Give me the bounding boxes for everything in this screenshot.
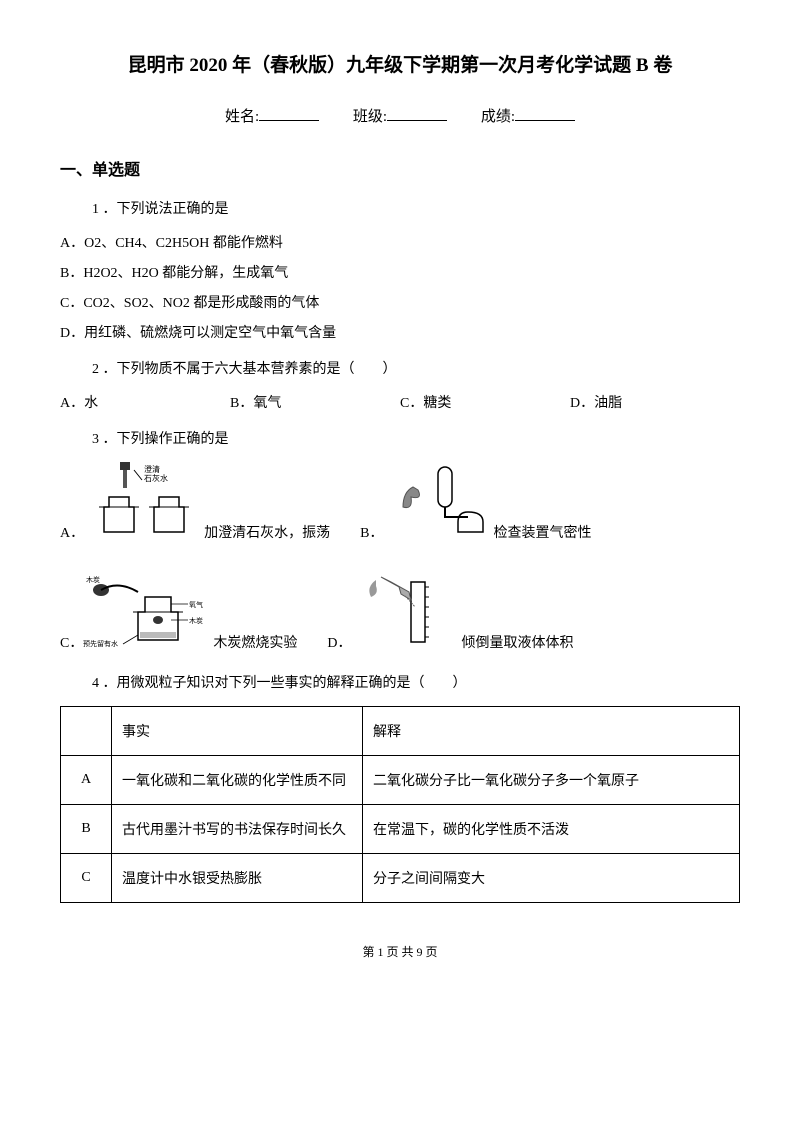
table-row: C 温度计中水银受热膨胀 分子之间间隔变大 [61, 854, 740, 903]
q4-header-blank [61, 707, 112, 756]
q3-c-label: C． [60, 632, 83, 652]
q3-a-label: A． [60, 522, 84, 542]
meta-line: 姓名: 班级: 成绩: [60, 105, 740, 126]
q2-option-b: B．氧气 [230, 392, 400, 412]
q3-option-b: B． 检查装置气密性 [360, 462, 591, 542]
svg-text:预先留有水: 预先留有水 [83, 639, 118, 647]
svg-text:氧气: 氧气 [189, 600, 203, 609]
q3-a-anno1: 澄清 [144, 464, 160, 474]
q4-row-a-label: A [61, 756, 112, 805]
q3-b-label: B． [360, 522, 383, 542]
q3-c-figure: 木炭 氧气 木炭 预先留有水 [83, 562, 213, 652]
q3-option-a: A． 澄清 石灰水 加澄清石灰水，振荡 [60, 462, 330, 542]
q4-stem: 4 ．用微观粒子知识对下列一些事实的解释正确的是（ ） [92, 672, 740, 692]
footer-mid: 页 共 [383, 945, 416, 959]
q1-option-b: B．H2O2、H2O 都能分解，生成氧气 [60, 262, 740, 282]
class-blank[interactable] [387, 106, 447, 121]
q4-row-c-label: C [61, 854, 112, 903]
q4-row-b-explain: 在常温下，碳的化学性质不活泼 [363, 805, 740, 854]
q4-row-c-fact: 温度计中水银受热膨胀 [112, 854, 363, 903]
q1-option-a: A．O2、CH4、C2H5OH 都能作燃料 [60, 232, 740, 252]
exam-title: 昆明市 2020 年（春秋版）九年级下学期第一次月考化学试题 B 卷 [60, 50, 740, 77]
page: 昆明市 2020 年（春秋版）九年级下学期第一次月考化学试题 B 卷 姓名: 班… [0, 0, 800, 990]
q3-d-text: 倾倒量取液体体积 [461, 632, 573, 652]
q1-option-d: D．用红磷、硫燃烧可以测定空气中氧气含量 [60, 322, 740, 342]
q4-row-c-explain: 分子之间间隔变大 [363, 854, 740, 903]
name-label: 姓名: [225, 109, 259, 125]
table-row: A 一氧化碳和二氧化碳的化学性质不同 二氧化碳分子比一氧化碳分子多一个氧原子 [61, 756, 740, 805]
page-footer: 第 1 页 共 9 页 [60, 943, 740, 960]
q3-stem: 3 ．下列操作正确的是 [92, 428, 740, 448]
q3-c-text: 木炭燃烧实验 [213, 632, 297, 652]
q2-option-c: C．糖类 [400, 392, 570, 412]
q1-stem: 1 ．下列说法正确的是 [92, 198, 740, 218]
q3-option-d: D． 倾倒量取液体体积 [327, 572, 573, 652]
q3-b-figure [383, 462, 493, 542]
table-row: B 古代用墨汁书写的书法保存时间长久 在常温下，碳的化学性质不活泼 [61, 805, 740, 854]
footer-suffix: 页 [423, 945, 438, 959]
q3-b-text: 检查装置气密性 [493, 522, 591, 542]
q4-table: 事实 解释 A 一氧化碳和二氧化碳的化学性质不同 二氧化碳分子比一氧化碳分子多一… [60, 706, 740, 903]
score-label: 成绩: [481, 109, 515, 125]
q3-a-anno2: 石灰水 [144, 473, 168, 483]
q2-option-d: D．油脂 [570, 392, 740, 412]
q4-header-explain: 解释 [363, 707, 740, 756]
q3-a-figure: 澄清 石灰水 [84, 462, 204, 542]
svg-text:木炭: 木炭 [189, 616, 203, 625]
q2-options: A．水 B．氧气 C．糖类 D．油脂 [60, 392, 740, 412]
table-row: 事实 解释 [61, 707, 740, 756]
name-blank[interactable] [259, 106, 319, 121]
class-label: 班级: [353, 109, 387, 125]
q4-row-a-fact: 一氧化碳和二氧化碳的化学性质不同 [112, 756, 363, 805]
score-blank[interactable] [515, 106, 575, 121]
q1-option-c: C．CO2、SO2、NO2 都是形成酸雨的气体 [60, 292, 740, 312]
svg-text:木炭: 木炭 [86, 575, 100, 584]
q3-a-text: 加澄清石灰水，振荡 [204, 522, 330, 542]
q3-options: A． 澄清 石灰水 加澄清石灰水，振荡 [60, 462, 740, 652]
q3-d-label: D． [327, 632, 351, 652]
footer-prefix: 第 [362, 945, 377, 959]
q3-option-c: C． 木炭 氧气 木炭 预先留有水 [60, 562, 297, 652]
q4-row-b-label: B [61, 805, 112, 854]
q4-row-a-explain: 二氧化碳分子比一氧化碳分子多一个氧原子 [363, 756, 740, 805]
q2-option-a: A．水 [60, 392, 230, 412]
q4-header-fact: 事实 [112, 707, 363, 756]
section-heading: 一、单选题 [60, 156, 740, 180]
q2-stem: 2 ．下列物质不属于六大基本营养素的是（ ） [92, 358, 740, 378]
q4-row-b-fact: 古代用墨汁书写的书法保存时间长久 [112, 805, 363, 854]
q3-d-figure [351, 572, 461, 652]
